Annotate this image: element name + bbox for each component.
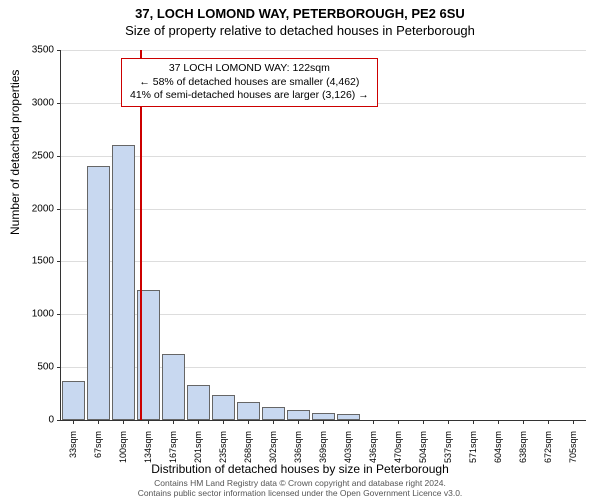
ytick-mark xyxy=(57,314,61,315)
bar xyxy=(337,414,361,420)
xtick-mark xyxy=(223,420,224,424)
xtick-mark xyxy=(548,420,549,424)
chart-container: 37, LOCH LOMOND WAY, PETERBOROUGH, PE2 6… xyxy=(0,0,600,500)
xtick-mark xyxy=(573,420,574,424)
footer-line1: Contains HM Land Registry data © Crown c… xyxy=(0,478,600,488)
ytick-mark xyxy=(57,420,61,421)
bar xyxy=(312,413,336,420)
annotation-line2: ← 58% of detached houses are smaller (4,… xyxy=(130,76,369,90)
bar xyxy=(237,402,261,420)
bar xyxy=(87,166,111,420)
ytick-mark xyxy=(57,261,61,262)
ytick-label: 2500 xyxy=(14,150,54,161)
ytick-label: 500 xyxy=(14,362,54,373)
xtick-mark xyxy=(348,420,349,424)
xtick-mark xyxy=(448,420,449,424)
ytick-label: 1500 xyxy=(14,256,54,267)
title-line1: 37, LOCH LOMOND WAY, PETERBOROUGH, PE2 6… xyxy=(0,0,600,21)
xtick-mark xyxy=(73,420,74,424)
ytick-label: 3000 xyxy=(14,97,54,108)
xtick-mark xyxy=(373,420,374,424)
annotation-line1: 37 LOCH LOMOND WAY: 122sqm xyxy=(130,62,369,76)
xtick-mark xyxy=(423,420,424,424)
xtick-mark xyxy=(498,420,499,424)
xtick-mark xyxy=(398,420,399,424)
xtick-mark xyxy=(98,420,99,424)
x-axis-label: Distribution of detached houses by size … xyxy=(0,462,600,476)
ytick-label: 2000 xyxy=(14,203,54,214)
bar xyxy=(62,381,86,420)
title-line2: Size of property relative to detached ho… xyxy=(0,21,600,38)
ytick-label: 0 xyxy=(14,415,54,426)
chart-area: 37 LOCH LOMOND WAY: 122sqm← 58% of detac… xyxy=(60,50,585,420)
ytick-mark xyxy=(57,209,61,210)
bar xyxy=(112,145,136,420)
ytick-mark xyxy=(57,367,61,368)
footer: Contains HM Land Registry data © Crown c… xyxy=(0,478,600,498)
ytick-mark xyxy=(57,156,61,157)
annotation-box: 37 LOCH LOMOND WAY: 122sqm← 58% of detac… xyxy=(121,58,378,107)
plot-region: 37 LOCH LOMOND WAY: 122sqm← 58% of detac… xyxy=(60,50,586,421)
xtick-mark xyxy=(148,420,149,424)
xtick-mark xyxy=(473,420,474,424)
bar xyxy=(262,407,286,420)
ytick-mark xyxy=(57,103,61,104)
xtick-mark xyxy=(248,420,249,424)
bar xyxy=(212,395,236,420)
bar xyxy=(162,354,186,420)
xtick-mark xyxy=(323,420,324,424)
bar xyxy=(287,410,311,420)
footer-line2: Contains public sector information licen… xyxy=(0,488,600,498)
ytick-label: 1000 xyxy=(14,309,54,320)
ytick-mark xyxy=(57,50,61,51)
xtick-mark xyxy=(198,420,199,424)
xtick-mark xyxy=(173,420,174,424)
xtick-mark xyxy=(523,420,524,424)
ytick-label: 3500 xyxy=(14,45,54,56)
xtick-mark xyxy=(273,420,274,424)
annotation-line3: 41% of semi-detached houses are larger (… xyxy=(130,89,369,103)
xtick-mark xyxy=(123,420,124,424)
bar xyxy=(187,385,211,420)
xtick-mark xyxy=(298,420,299,424)
